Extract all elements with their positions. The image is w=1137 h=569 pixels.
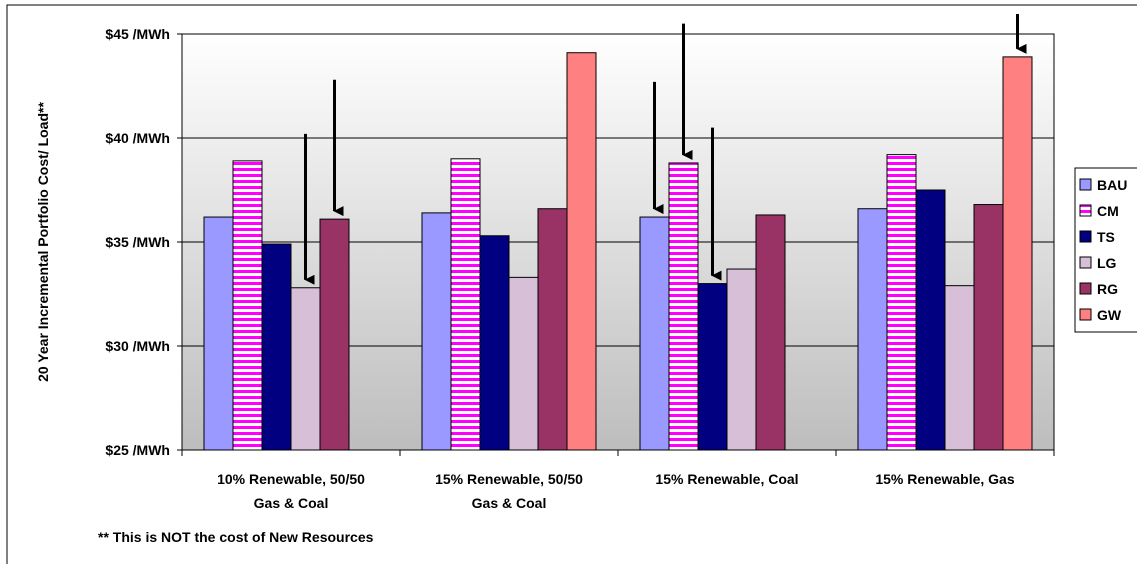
bar-cm bbox=[668, 162, 699, 451]
legend-swatch-rg bbox=[1079, 282, 1092, 295]
bar-lg bbox=[508, 276, 539, 451]
x-tick-label: Gas & Coal bbox=[254, 495, 329, 511]
bar-lg bbox=[726, 268, 757, 451]
bars bbox=[203, 52, 1033, 451]
x-tick-label: 10% Renewable, 50/50 bbox=[217, 471, 365, 487]
legend-label-rg: RG bbox=[1097, 281, 1118, 297]
x-tick-label: 15% Renewable, Gas bbox=[875, 471, 1015, 487]
bar-bau bbox=[421, 212, 452, 451]
bar-rg bbox=[755, 214, 786, 451]
y-axis-label: 20 Year Incremental Portfolio Cost/ Load… bbox=[35, 102, 51, 382]
legend-label-cm: CM bbox=[1097, 203, 1119, 219]
x-tick-label: Gas & Coal bbox=[472, 495, 547, 511]
legend-swatch-bau bbox=[1079, 178, 1092, 191]
legend-label-gw: GW bbox=[1097, 307, 1122, 323]
legend-swatch-cm bbox=[1079, 204, 1092, 217]
legend-box bbox=[1074, 167, 1137, 333]
legend-swatch-ts bbox=[1079, 230, 1092, 243]
bar-cm bbox=[886, 154, 917, 451]
legend-label-bau: BAU bbox=[1097, 177, 1127, 193]
y-tick-label: $30 /MWh bbox=[105, 338, 170, 354]
bar-ts bbox=[479, 235, 510, 451]
bar-rg bbox=[537, 208, 568, 451]
bar-bau bbox=[857, 208, 888, 451]
bar-bau bbox=[639, 216, 670, 451]
y-tick-label: $25 /MWh bbox=[105, 442, 170, 458]
bar-rg bbox=[319, 218, 350, 451]
bar-lg bbox=[290, 287, 321, 451]
legend-swatch-gw bbox=[1079, 308, 1092, 321]
arrows bbox=[304, 14, 1027, 285]
legend-swatch-lg bbox=[1079, 256, 1092, 269]
y-tick-label: $35 /MWh bbox=[105, 234, 170, 250]
footnote: ** This is NOT the cost of New Resources bbox=[98, 529, 374, 545]
bar-rg bbox=[973, 204, 1004, 451]
x-tick-label: 15% Renewable, Coal bbox=[655, 471, 798, 487]
bar-cm bbox=[450, 158, 481, 451]
bar-lg bbox=[944, 285, 975, 451]
bar-cm bbox=[232, 160, 263, 451]
axes: $25 /MWh $30 /MWh $35 /MWh $40 /MWh $45 /MWh… bbox=[105, 26, 1055, 511]
legend-label-ts: TS bbox=[1097, 229, 1115, 245]
x-tick-label: 15% Renewable, 50/50 bbox=[435, 471, 583, 487]
bar-ts bbox=[915, 189, 946, 451]
bar-ts bbox=[261, 243, 292, 451]
y-tick-label: $40 /MWh bbox=[105, 130, 170, 146]
y-tick-label: $45 /MWh bbox=[105, 26, 170, 42]
bar-bau bbox=[203, 216, 234, 451]
bar-ts bbox=[697, 283, 728, 451]
bar-gw bbox=[566, 52, 597, 451]
bar-gw bbox=[1002, 56, 1033, 451]
legend: BAU CM TS LG RG GW bbox=[1074, 167, 1137, 333]
legend-label-lg: LG bbox=[1097, 255, 1117, 271]
